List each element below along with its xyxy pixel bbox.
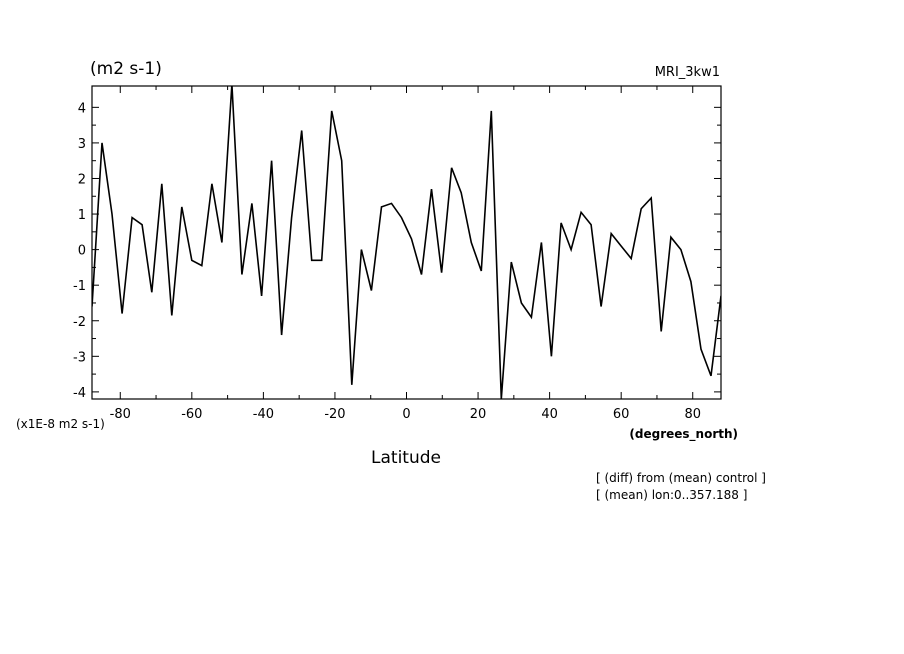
y-tick-label: -1 <box>73 279 86 294</box>
axis-tick-labels: -80 -60 -40 -20 0 20 40 60 80 -4 -3 -2 -1 0 1 2 3 4 <box>73 101 701 422</box>
y-tick-label: -4 <box>73 386 86 401</box>
plot-frame <box>91 85 722 400</box>
x-tick-label: -20 <box>324 407 345 422</box>
axis-ticks <box>92 86 721 399</box>
x-tick-label: 20 <box>470 407 487 422</box>
x-tick-label: -40 <box>253 407 274 422</box>
y-tick-label: 0 <box>78 244 86 259</box>
note-line-2: [ (mean) lon:0..357.188 ] <box>596 488 747 502</box>
y-tick-label: 3 <box>78 137 86 152</box>
y-scale-note: (x1E-8 m2 s-1) <box>16 417 105 431</box>
x-tick-label: -60 <box>181 407 202 422</box>
series-line <box>92 86 721 399</box>
x-tick-label: 0 <box>402 407 410 422</box>
chart-model-title: MRI_3kw1 <box>655 65 720 80</box>
x-tick-label: 80 <box>684 407 701 422</box>
chart-units-title: (m2 s-1) <box>90 59 162 79</box>
y-tick-label: 4 <box>78 101 86 116</box>
x-tick-label: 60 <box>613 407 630 422</box>
x-units-label: (degrees_north) <box>629 427 738 442</box>
x-tick-label: -80 <box>110 407 131 422</box>
y-tick-label: 2 <box>78 172 86 187</box>
note-line-1: [ (diff) from (mean) control ] <box>596 471 766 485</box>
x-axis-label: Latitude <box>371 448 441 468</box>
y-tick-label: 1 <box>78 208 86 223</box>
x-tick-label: 40 <box>541 407 558 422</box>
y-tick-label: -2 <box>73 315 86 330</box>
y-tick-label: -3 <box>73 350 86 365</box>
